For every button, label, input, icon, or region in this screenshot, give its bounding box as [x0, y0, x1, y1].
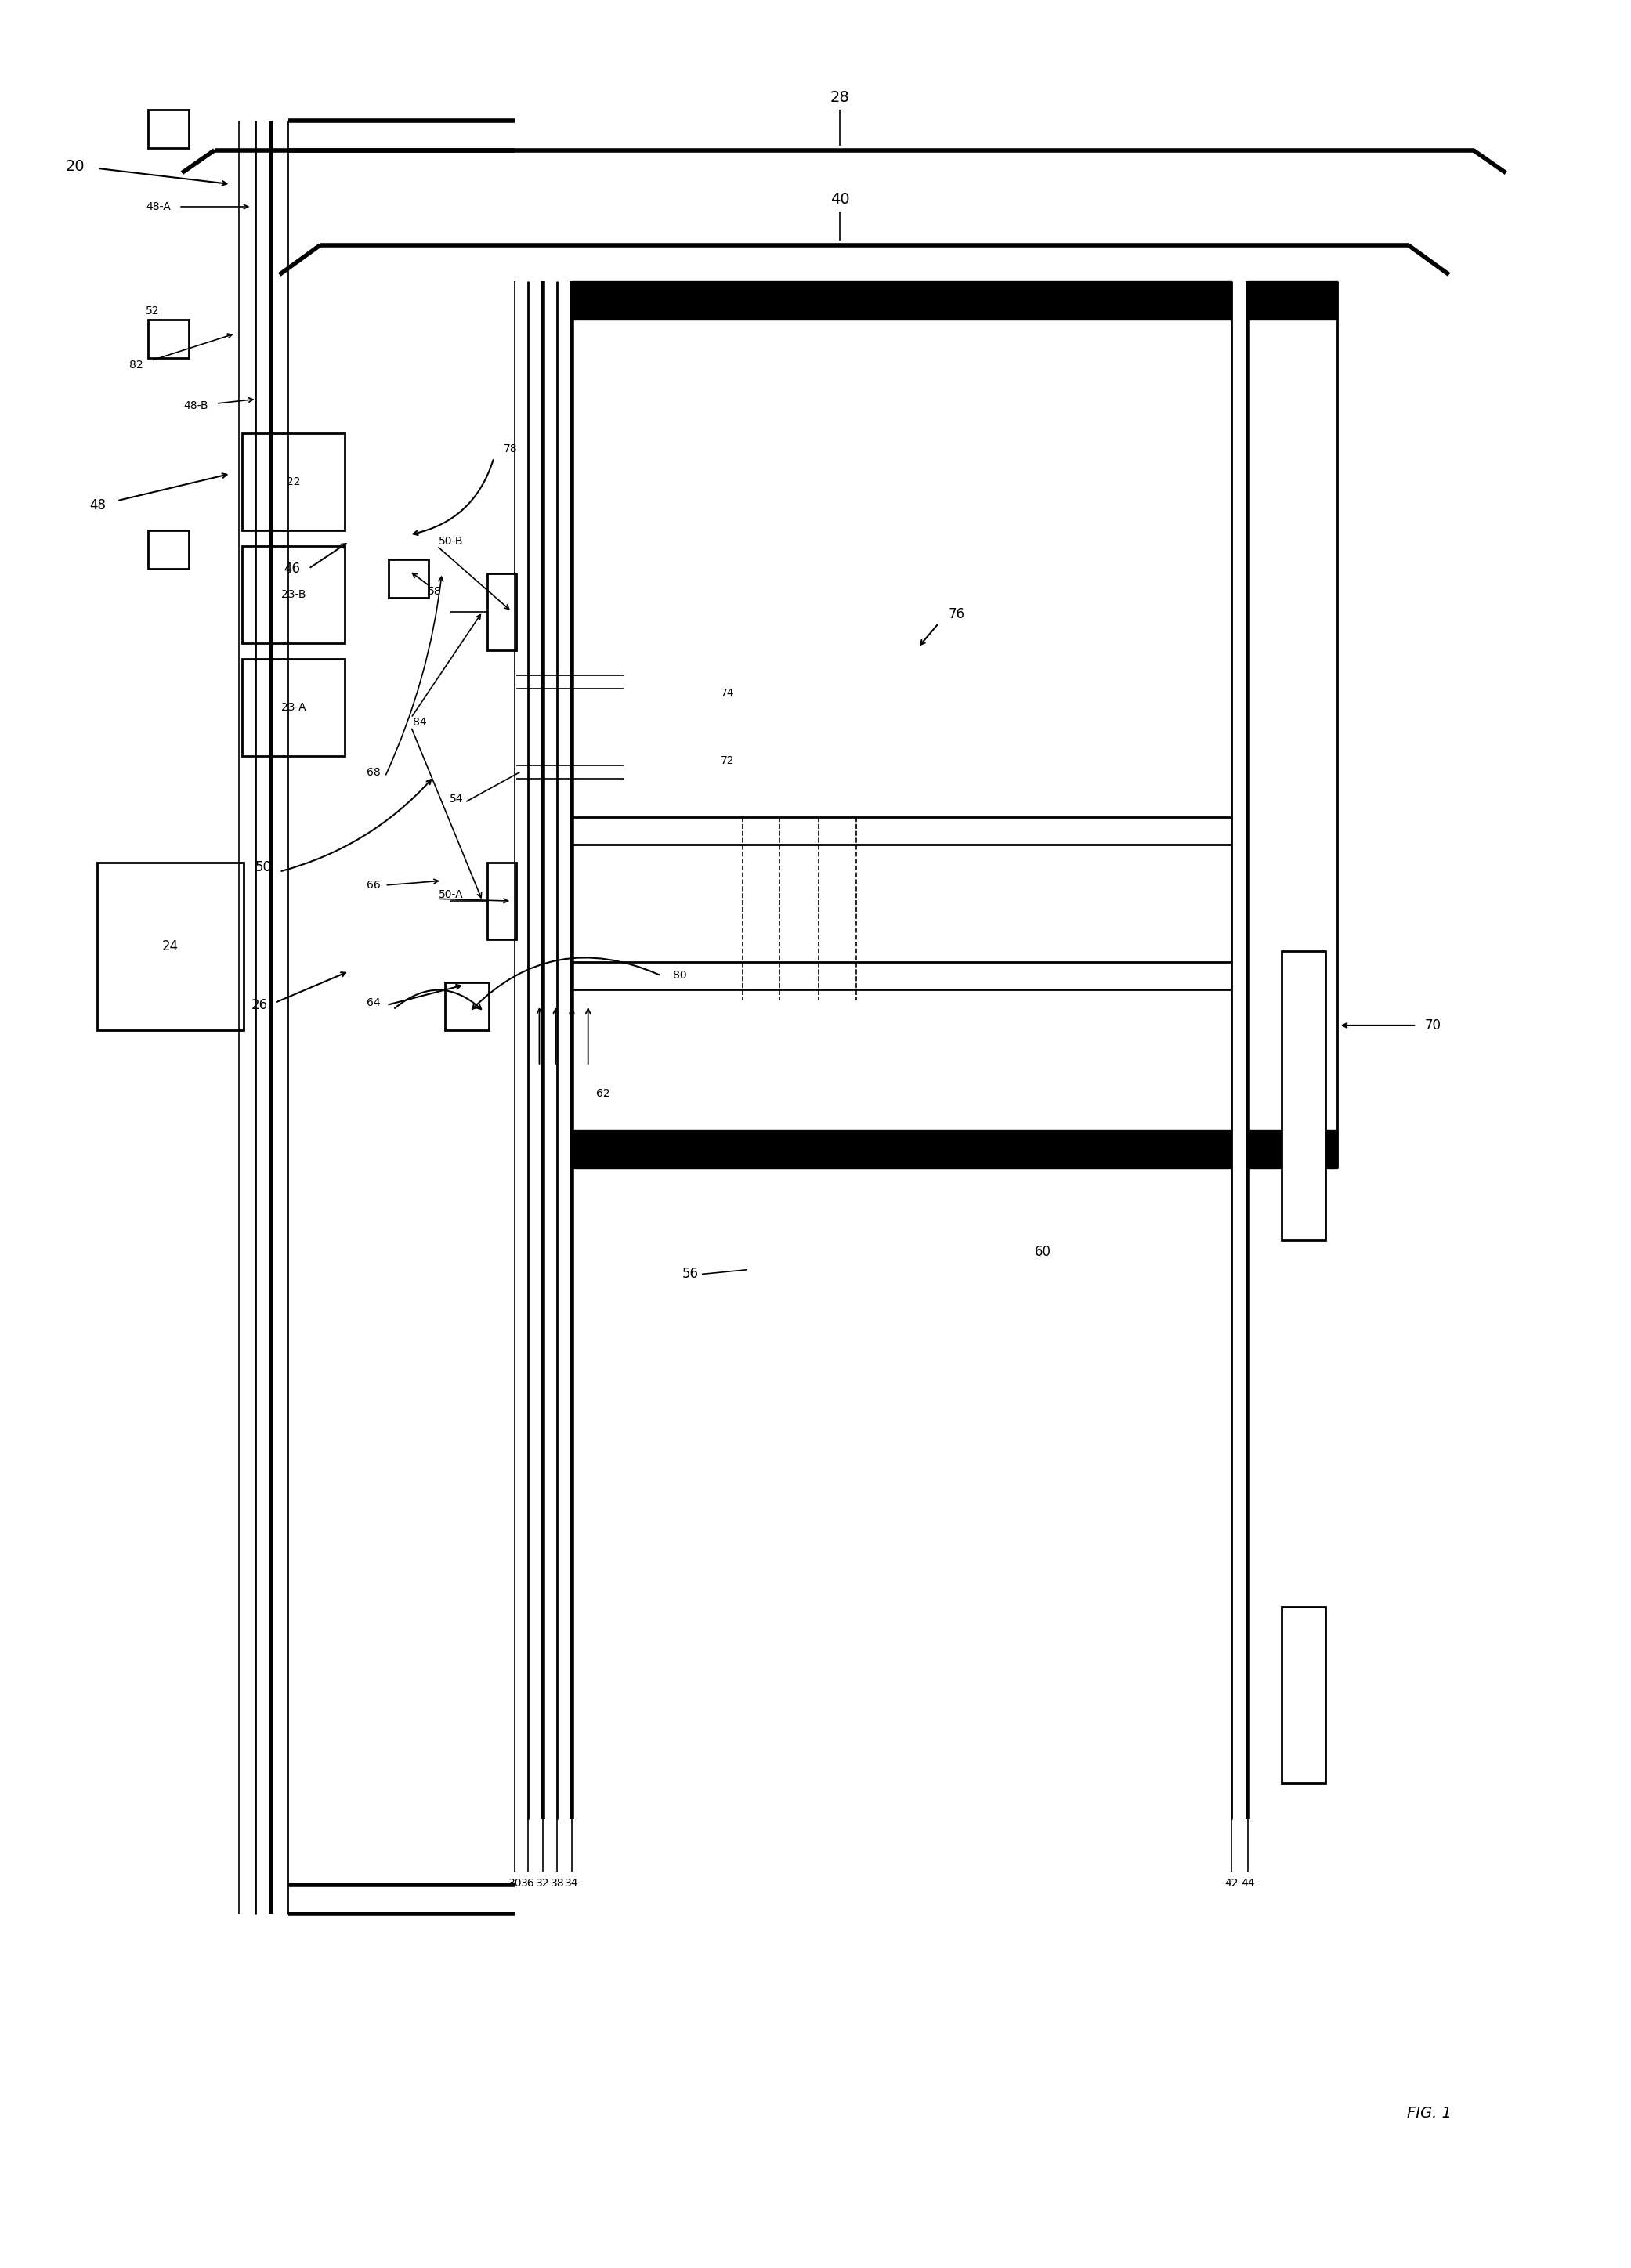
Bar: [1248, 281, 1337, 320]
Text: 76: 76: [949, 608, 966, 621]
Text: 50-A: 50-A: [439, 889, 463, 900]
Text: 42: 42: [1225, 1878, 1238, 1889]
Text: 32: 32: [535, 1878, 550, 1889]
Text: 72: 72: [721, 755, 734, 767]
Bar: [488, 574, 517, 651]
Text: 46: 46: [284, 562, 300, 576]
Bar: [488, 862, 517, 939]
Text: 52: 52: [145, 306, 160, 315]
Text: 68: 68: [367, 767, 380, 778]
Bar: [98, 862, 243, 1030]
Text: 50-B: 50-B: [439, 535, 463, 547]
Text: FIG. 1: FIG. 1: [1408, 2105, 1452, 2121]
Text: 34: 34: [564, 1878, 579, 1889]
Text: 84: 84: [413, 717, 426, 728]
Text: 23-A: 23-A: [281, 703, 305, 712]
Text: 62: 62: [597, 1089, 610, 1098]
Text: 66: 66: [367, 880, 380, 891]
Text: 48-A: 48-A: [145, 202, 171, 213]
Text: 20: 20: [65, 159, 85, 175]
Bar: [388, 560, 429, 599]
Text: 48: 48: [90, 499, 106, 513]
Text: 26: 26: [251, 998, 267, 1012]
Bar: [148, 320, 189, 358]
Text: 78: 78: [504, 442, 517, 454]
Text: 82: 82: [129, 361, 144, 370]
Bar: [148, 531, 189, 569]
Text: 30: 30: [509, 1878, 522, 1889]
Bar: [241, 660, 344, 755]
Bar: [241, 433, 344, 531]
Text: 58: 58: [427, 585, 442, 596]
Text: 60: 60: [1034, 1245, 1052, 1259]
Text: 80: 80: [672, 971, 687, 982]
Text: 54: 54: [449, 794, 463, 805]
Text: 74: 74: [721, 687, 734, 699]
Text: 50: 50: [254, 860, 271, 873]
Text: 38: 38: [550, 1878, 564, 1889]
Bar: [148, 109, 189, 147]
Text: 70: 70: [1424, 1018, 1442, 1032]
Text: 48-B: 48-B: [183, 401, 207, 411]
Text: 24: 24: [163, 939, 179, 953]
Text: 64: 64: [367, 998, 380, 1009]
Bar: [572, 1129, 1231, 1168]
Text: 23-B: 23-B: [281, 590, 305, 601]
Text: 28: 28: [830, 91, 850, 104]
Bar: [1248, 1129, 1337, 1168]
Bar: [572, 281, 1231, 320]
Bar: [241, 547, 344, 644]
Text: 22: 22: [287, 476, 300, 488]
Text: 36: 36: [520, 1878, 535, 1889]
Text: 44: 44: [1241, 1878, 1254, 1889]
Bar: [1282, 950, 1326, 1241]
Bar: [1282, 1606, 1326, 1783]
Text: 56: 56: [682, 1268, 698, 1281]
Text: 40: 40: [830, 193, 850, 206]
Bar: [445, 982, 489, 1030]
